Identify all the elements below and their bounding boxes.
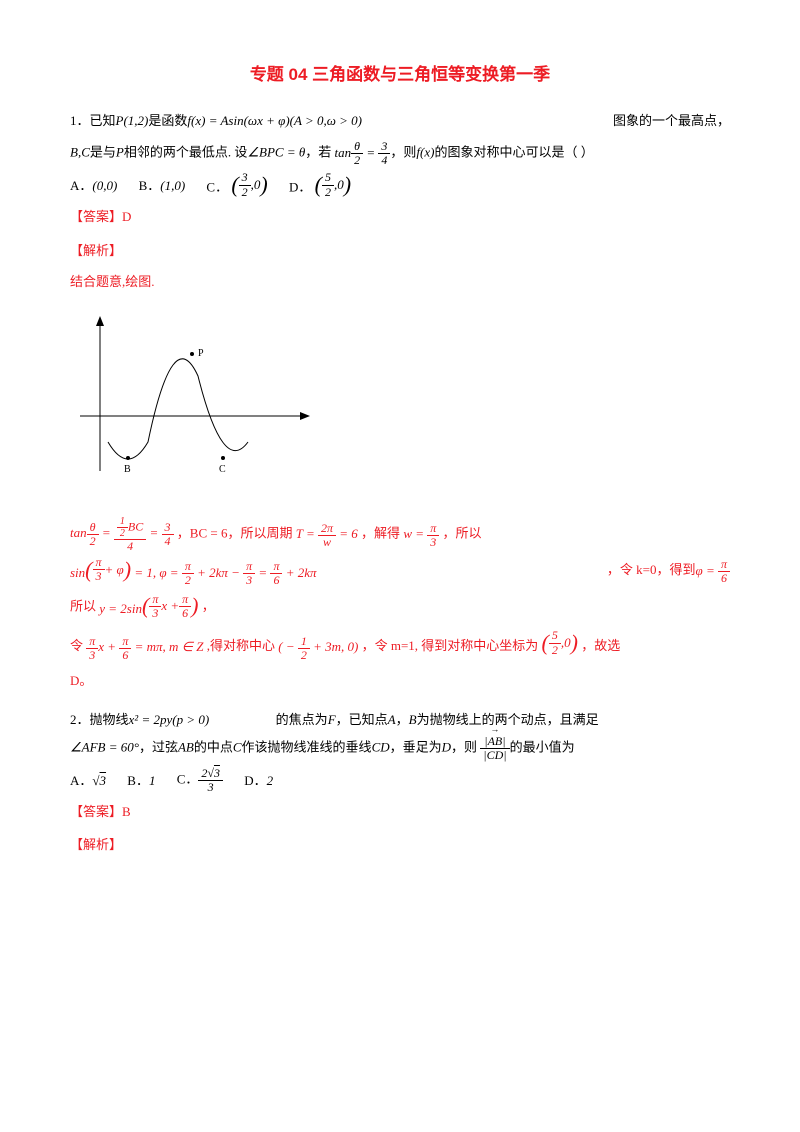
sol-s2d: ，解得 — [361, 525, 400, 540]
sol-center: ( − 12 + 3m, 0) — [278, 639, 358, 654]
q2-options: A．√3 B．1 C．2√33 D．2 — [70, 767, 730, 794]
q2-optC: C．2√33 — [177, 767, 223, 794]
sol-s2f: ，所以 — [443, 525, 482, 540]
q2-optA: A．√3 — [70, 769, 106, 792]
q1-optD: D． (52,0) — [289, 171, 351, 199]
q1-optB: B．(1,0) — [139, 174, 186, 197]
q1-options: A．(0,0) B．(1,0) C． (32,0) D． (52,0) — [70, 171, 730, 199]
q2-eq: x² = 2py(p > 0) — [129, 712, 210, 727]
q2-pre: 抛物线 — [90, 712, 129, 727]
q2-num: 2． — [70, 712, 90, 727]
sol-tan: tanθ2 = 12BC4 = 34 — [70, 525, 177, 540]
q1-line1: 1．已知P(1,2)是函数f(x) = Asin(ωx + φ)(A > 0,ω… — [70, 109, 730, 132]
q2-ratio: →|AB| |CD| — [480, 735, 509, 762]
q1-tail1: 图象的一个最高点， — [613, 109, 730, 132]
q2-optB: B．1 — [127, 769, 155, 792]
t1: 是与 — [90, 145, 116, 160]
q2-line2: ∠AFB = 60°，过弦AB的中点C作该抛物线准线的垂线CD，垂足为D，则 →… — [70, 735, 730, 762]
sol-center-eq: π3x + π6 = mπ, m ∈ Z — [86, 639, 206, 654]
q1-point: P(1,2) — [116, 113, 149, 128]
t2: 相邻的两个最低点. 设 — [124, 145, 248, 160]
t6: 的图象对称中心可以是（ ） — [434, 145, 593, 160]
sol-w: w = π3 — [403, 526, 439, 541]
sol-s5a: 令 — [70, 638, 83, 653]
t5: f(x) — [416, 145, 434, 160]
q1-optC: C． (32,0) — [206, 171, 267, 199]
q1-optA: A．(0,0) — [70, 174, 117, 197]
q1-angle: ∠BPC = θ — [247, 145, 305, 160]
q1-jiexi-intro: 结合题意,绘图. — [70, 270, 730, 293]
sol-s2: ，BC = 6，所以周期 — [177, 525, 293, 540]
q2-ang: ∠AFB = 60° — [70, 740, 139, 755]
svg-text:P: P — [198, 348, 204, 359]
sol-final: (52,0) — [542, 626, 578, 660]
sol-T: T = 2πw = 6 — [296, 526, 358, 541]
q1-mid1: 是函数 — [148, 113, 187, 128]
t3: ，若 — [305, 145, 331, 160]
q2-jiexi: 【解析】 — [70, 833, 730, 856]
sol-s4f: ， — [202, 599, 215, 614]
q1-solution: tanθ2 = 12BC4 = 34 ，BC = 6，所以周期 T = 2πw … — [70, 516, 730, 698]
sol-s5k: D。 — [70, 673, 92, 688]
sol-s5j: ，故选 — [581, 638, 620, 653]
q2-line1: 2．抛物线x² = 2py(p > 0) 的焦点为F，已知点A，B为抛物线上的两… — [70, 708, 730, 731]
q1-num: 1． — [70, 113, 90, 128]
q2-mid1: 的焦点为 — [276, 712, 328, 727]
q2-optD: D．2 — [244, 769, 273, 792]
q2-answer: 【答案】B — [70, 800, 730, 823]
q1-line2: B,C是与P相邻的两个最低点. 设∠BPC = θ，若 tanθ2 = 34，则… — [70, 140, 730, 167]
page-title: 专题 04 三角函数与三角恒等变换第一季 — [70, 60, 730, 91]
sol-phi: ，令 k=0，得到φ = π6 — [607, 553, 730, 588]
sol-s5h: ，令 m=1, 得到对称中心坐标为 — [362, 638, 539, 653]
sol-y: y = 2sin(π3x + π6) — [99, 601, 201, 616]
q1-chart: B P C — [70, 306, 320, 486]
sol-s4a: 所以 — [70, 599, 96, 614]
svg-text:B: B — [124, 464, 131, 475]
q1-pre: 已知 — [90, 113, 116, 128]
svg-text:C: C — [219, 464, 226, 475]
q1-answer: 【答案】D — [70, 205, 730, 228]
q1-P: P — [116, 145, 124, 160]
sol-sin: sin(π3 + φ) = 1, φ = π2 + 2kπ − π3 = π6 … — [70, 565, 317, 580]
q1-tan: tanθ2 = 34 — [335, 145, 391, 160]
q1-jiexi: 【解析】 — [70, 239, 730, 262]
q1-BC: B,C — [70, 145, 90, 160]
t4: ，则 — [390, 145, 416, 160]
q1-fx: f(x) = Asin(ωx + φ)(A > 0,ω > 0) — [187, 113, 362, 128]
sol-s5f: ,得对称中心 — [207, 638, 275, 653]
